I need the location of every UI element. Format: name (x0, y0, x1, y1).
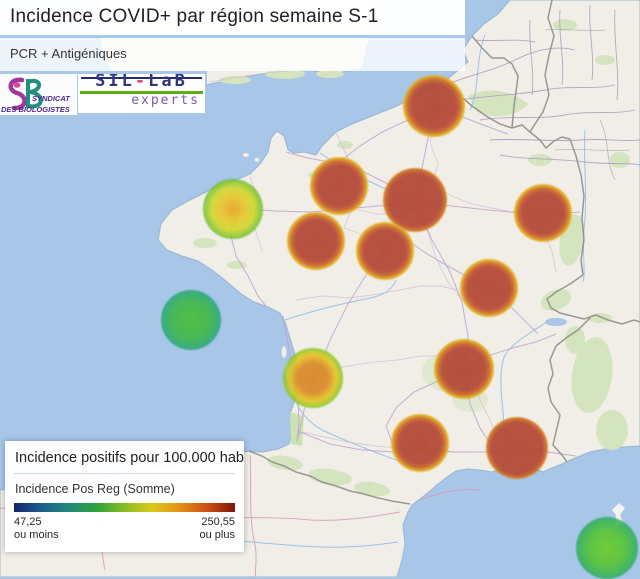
page-title: Incidence COVID+ par région semaine S-1 (10, 6, 379, 27)
logo-strip: SYNDICAT DES BIOLOGISTES SIL-LaB experts (0, 71, 207, 115)
legend-min: 47,25 ou moins (14, 516, 59, 542)
heat-point[interactable] (391, 414, 449, 472)
heat-point[interactable] (287, 212, 345, 270)
sil-lab-underline (80, 91, 203, 94)
report-subtitle-bar: PCR + Antigéniques (0, 38, 465, 71)
sil-lab-top-rule (81, 77, 202, 79)
legend-min-value: 47,25 (14, 516, 42, 528)
legend-gradient-bar (14, 503, 235, 512)
sil-lab-hyphen: - (134, 74, 149, 91)
country-borders (248, 0, 640, 505)
legend-title: Incidence positifs pour 100.000 hab (15, 450, 244, 466)
legend-max-value: 250,55 (201, 516, 235, 528)
heat-point[interactable] (161, 290, 221, 350)
report-title-bar: Incidence COVID+ par région semaine S-1 (0, 0, 465, 35)
legend-max-qualifier: ou plus (199, 529, 235, 541)
roads-northeast (444, 4, 640, 166)
heat-point[interactable] (283, 348, 343, 408)
title-divider (0, 35, 465, 38)
heat-point[interactable] (434, 339, 494, 399)
heat-point[interactable] (403, 75, 465, 137)
heat-point[interactable] (486, 417, 548, 479)
heat-point[interactable] (383, 168, 447, 232)
sil-lab-wordmark: SIL-LaB (78, 74, 205, 91)
lake-geneva (545, 318, 567, 326)
svg-text:SYNDICAT: SYNDICAT (32, 94, 71, 103)
heat-point[interactable] (310, 157, 368, 215)
heat-point[interactable] (576, 517, 638, 579)
legend-max: 250,55 ou plus (200, 516, 235, 542)
syndicat-biologistes-logo: SYNDICAT DES BIOLOGISTES (0, 74, 77, 115)
sil-lab-logo: SIL-LaB experts (78, 74, 205, 113)
heat-point[interactable] (514, 184, 572, 242)
heat-point[interactable] (460, 259, 518, 317)
svg-text:DES BIOLOGISTES: DES BIOLOGISTES (1, 105, 70, 114)
page-subtitle: PCR + Antigéniques (10, 46, 127, 61)
legend-card: Incidence positifs pour 100.000 hab Inci… (5, 441, 244, 552)
heat-point[interactable] (203, 179, 263, 239)
legend-min-qualifier: ou moins (14, 529, 59, 541)
syndicat-logo-glyph: SYNDICAT DES BIOLOGISTES (1, 77, 71, 114)
sil-lab-tagline: experts (131, 93, 200, 108)
legend-separator (14, 473, 235, 474)
legend-field-label: Incidence Pos Reg (Somme) (15, 482, 175, 496)
heat-point[interactable] (356, 222, 414, 280)
